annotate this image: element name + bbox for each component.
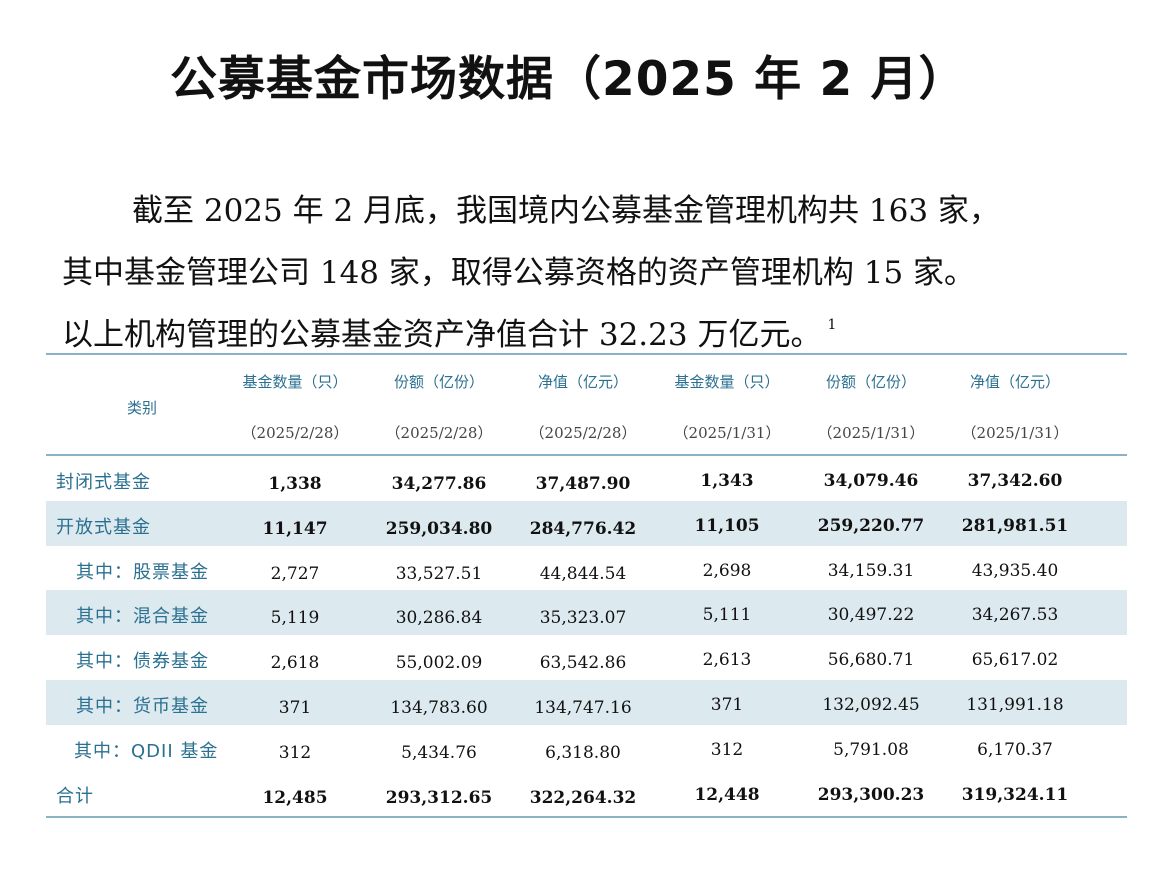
table-cell: 312 xyxy=(278,742,312,763)
table-cell: 2,618 xyxy=(270,653,320,674)
summary-line-1: 截至 2025 年 2 月底，我国境内公募基金管理机构共 163 家， xyxy=(132,193,1000,229)
footnote-mark: 1 xyxy=(827,317,837,333)
table-cell: 34,267.53 xyxy=(971,605,1059,626)
table-row-total: 合计 12,485 293,312.65 322,264.32 12,448 2… xyxy=(46,770,1127,816)
table-row: 其中：债券基金 2,618 55,002.09 63,542.86 2,613 … xyxy=(46,635,1127,680)
table-cell: 11,105 xyxy=(694,515,760,536)
col-header-date: （2025/2/28） xyxy=(529,424,637,442)
table-cell: 5,434.76 xyxy=(401,742,477,763)
table-cell: 5,119 xyxy=(270,608,320,629)
table-cell: 319,324.11 xyxy=(961,784,1069,805)
row-label: 其中：混合基金 xyxy=(76,606,209,628)
table-row: 开放式基金 11,147 259,034.80 284,776.42 11,10… xyxy=(46,500,1127,546)
table-header: 类别 基金数量（只） （2025/2/28） 份额（亿份） （2025/2/28… xyxy=(46,355,1127,456)
table-cell: 293,312.65 xyxy=(385,787,493,808)
table-cell: 259,220.77 xyxy=(817,515,925,536)
table-cell: 281,981.51 xyxy=(961,515,1069,536)
table-cell: 371 xyxy=(278,697,312,718)
table-cell: 6,318.80 xyxy=(545,742,621,763)
table-cell: 37,487.90 xyxy=(535,474,631,494)
table-cell: 5,111 xyxy=(702,605,752,626)
table-cell: 134,783.60 xyxy=(390,697,488,718)
col-header-label: 净值（亿元） xyxy=(537,373,628,391)
summary-line-3-text: 以上机构管理的公募基金资产净值合计 32.23 万亿元。 xyxy=(62,317,822,353)
col-header-date: （2025/2/28） xyxy=(385,424,493,442)
table-cell: 132,092.45 xyxy=(822,694,920,715)
row-label: 合计 xyxy=(56,785,94,807)
table-cell: 12,485 xyxy=(262,787,328,808)
table-cell: 55,002.09 xyxy=(395,653,483,674)
table-cell: 322,264.32 xyxy=(529,787,637,808)
summary-paragraph: 截至 2025 年 2 月底，我国境内公募基金管理机构共 163 家， 其中基金… xyxy=(62,180,1102,366)
col-header-date: （2025/1/31） xyxy=(961,424,1069,442)
table-cell: 44,844.54 xyxy=(539,563,627,584)
col-header-date: （2025/1/31） xyxy=(817,424,925,442)
table-cell: 284,776.42 xyxy=(529,518,637,539)
table-cell: 134,747.16 xyxy=(534,697,632,718)
table-cell: 259,034.80 xyxy=(385,518,493,539)
col-header-label: 基金数量（只） xyxy=(242,373,348,391)
table-cell: 34,159.31 xyxy=(827,560,915,581)
table-cell: 30,286.84 xyxy=(395,608,483,629)
table-row: 其中：股票基金 2,727 33,527.51 44,844.54 2,698 … xyxy=(46,546,1127,591)
col-header-label: 份额（亿份） xyxy=(393,373,484,391)
table-cell: 34,277.86 xyxy=(391,474,487,494)
table-cell: 33,527.51 xyxy=(395,563,483,584)
table-row: 其中：混合基金 5,119 30,286.84 35,323.07 5,111 … xyxy=(46,590,1127,636)
table-cell: 11,147 xyxy=(262,518,328,539)
category-header: 类别 xyxy=(126,399,157,417)
table-row: 其中：QDII 基金 312 5,434.76 6,318.80 312 5,7… xyxy=(46,725,1127,770)
table-cell: 2,727 xyxy=(270,563,320,584)
table-row: 其中：货币基金 371 134,783.60 134,747.16 371 13… xyxy=(46,679,1127,725)
row-label: 封闭式基金 xyxy=(56,472,151,493)
col-header-label: 净值（亿元） xyxy=(969,373,1060,391)
table-cell: 5,791.08 xyxy=(833,739,909,760)
table-cell: 293,300.23 xyxy=(817,784,925,805)
table-cell: 65,617.02 xyxy=(971,650,1059,671)
table-cell: 312 xyxy=(710,739,744,760)
table-cell: 34,079.46 xyxy=(823,471,919,491)
table-cell: 35,323.07 xyxy=(539,608,627,629)
page-title: 公募基金市场数据（2025 年 2 月） xyxy=(170,52,967,107)
table-cell: 2,698 xyxy=(702,560,752,581)
table-cell: 37,342.60 xyxy=(967,471,1063,491)
col-header-label: 份额（亿份） xyxy=(825,373,916,391)
table-cell: 43,935.40 xyxy=(971,560,1059,581)
table-cell: 63,542.86 xyxy=(539,653,627,674)
table-cell: 131,991.18 xyxy=(966,694,1064,715)
row-label: 其中：股票基金 xyxy=(76,561,209,583)
row-label: 其中：QDII 基金 xyxy=(74,740,219,762)
fund-data-table: 类别 基金数量（只） （2025/2/28） 份额（亿份） （2025/2/28… xyxy=(46,353,1127,818)
col-header-date: （2025/1/31） xyxy=(673,424,781,442)
row-label: 其中：债券基金 xyxy=(76,651,209,673)
table-cell: 30,497.22 xyxy=(827,605,915,626)
table-row: 封闭式基金 1,338 34,277.86 37,487.90 1,343 34… xyxy=(46,456,1127,501)
table-cell: 56,680.71 xyxy=(827,650,915,671)
summary-line-2: 其中基金管理公司 148 家，取得公募资格的资产管理机构 15 家。 xyxy=(62,255,976,291)
table-cell: 1,343 xyxy=(700,471,754,491)
row-label: 其中：货币基金 xyxy=(76,695,209,717)
table-cell: 6,170.37 xyxy=(977,739,1053,760)
table-cell: 371 xyxy=(710,694,744,715)
summary-line-3: 以上机构管理的公募基金资产净值合计 32.23 万亿元。 1 xyxy=(62,304,1102,366)
col-header-date: （2025/2/28） xyxy=(241,424,349,442)
table-cell: 1,338 xyxy=(268,474,322,494)
table-cell: 12,448 xyxy=(694,784,760,805)
table-cell: 2,613 xyxy=(702,650,752,671)
col-header-label: 基金数量（只） xyxy=(674,373,780,391)
row-label: 开放式基金 xyxy=(56,516,151,538)
